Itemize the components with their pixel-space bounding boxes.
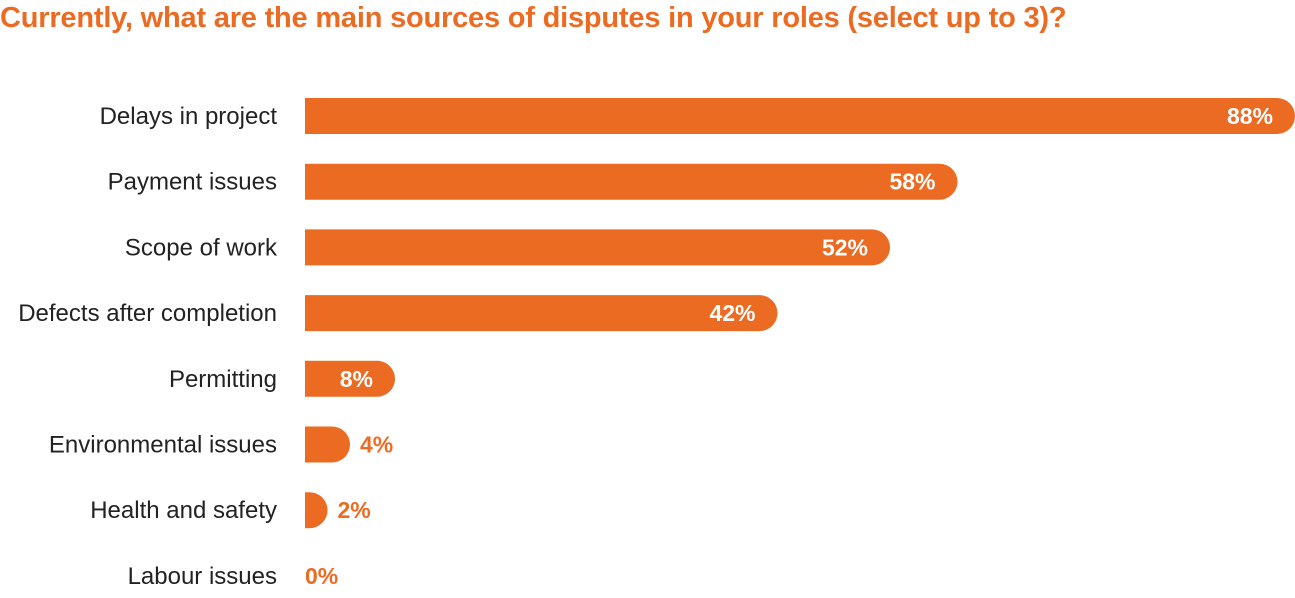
category-label: Delays in project bbox=[100, 103, 278, 130]
category-label: Permitting bbox=[169, 366, 277, 393]
value-label: 2% bbox=[338, 497, 371, 523]
bar bbox=[305, 492, 328, 529]
bar bbox=[305, 229, 891, 266]
bar bbox=[305, 163, 958, 200]
category-label: Environmental issues bbox=[49, 432, 277, 459]
category-label: Payment issues bbox=[108, 169, 277, 196]
category-label: Health and safety bbox=[90, 497, 277, 524]
category-label: Labour issues bbox=[128, 563, 277, 590]
bar bbox=[305, 426, 350, 463]
value-label: 8% bbox=[340, 366, 373, 392]
category-label: Scope of work bbox=[125, 234, 278, 261]
value-label: 88% bbox=[1227, 103, 1273, 129]
category-label: Defects after completion bbox=[18, 300, 277, 327]
bar bbox=[305, 295, 778, 332]
value-label: 42% bbox=[709, 300, 755, 326]
bar bbox=[305, 360, 395, 397]
value-label: 4% bbox=[360, 432, 393, 458]
value-label: 0% bbox=[305, 563, 338, 589]
bars-layer: Delays in project 88% Payment issues 58% Sco… bbox=[18, 98, 1295, 590]
value-label: 58% bbox=[889, 169, 935, 195]
bar bbox=[305, 98, 1295, 134]
chart-title: Currently, what are the main sources of … bbox=[0, 2, 1067, 34]
value-label: 52% bbox=[822, 234, 868, 260]
